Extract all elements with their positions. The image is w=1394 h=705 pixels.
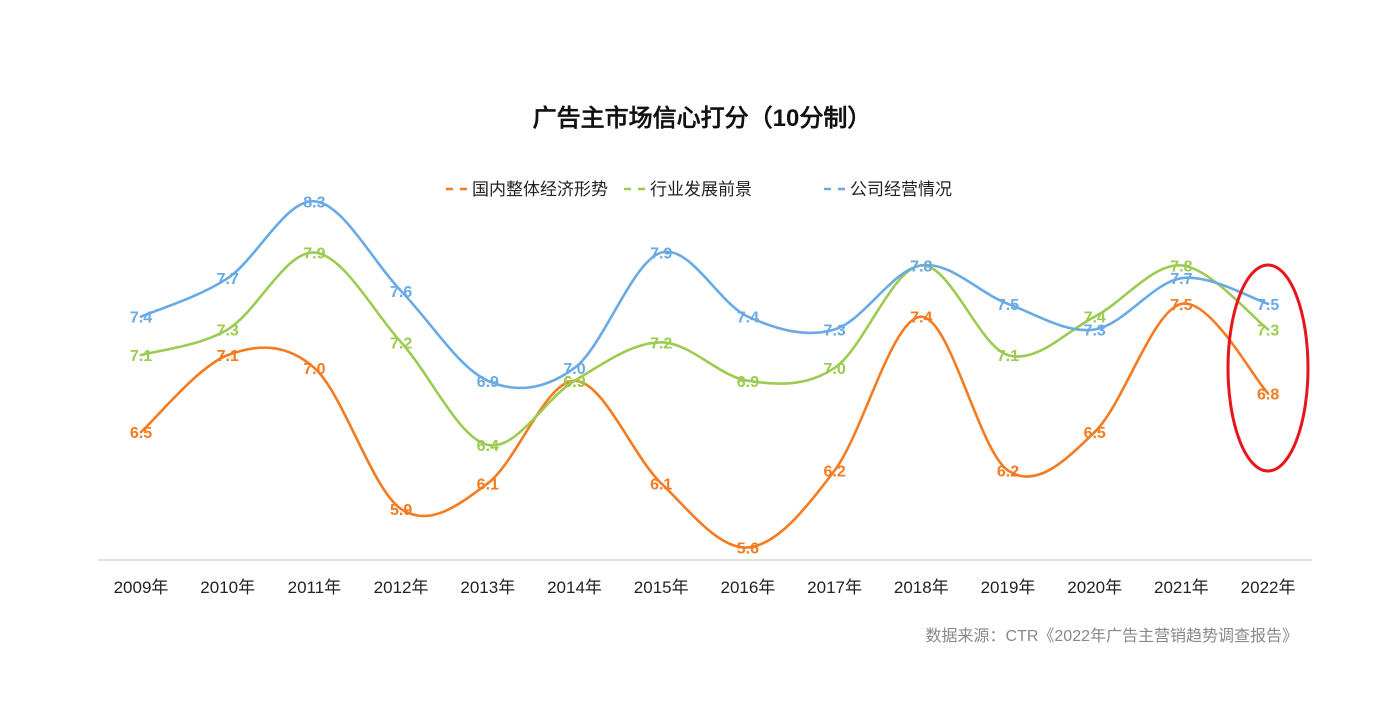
data-label: 7.4 — [130, 310, 152, 327]
data-label: 7.3 — [823, 322, 845, 339]
data-label: 6.5 — [130, 425, 152, 442]
data-label: 7.0 — [563, 361, 585, 378]
series-line-2 — [139, 199, 1270, 390]
legend-label-0: 国内整体经济形势 — [472, 180, 608, 199]
chart-title: 广告主市场信心打分（10分制） — [533, 104, 872, 132]
data-label: 7.9 — [303, 246, 325, 263]
data-label: 7.3 — [1084, 322, 1106, 339]
data-label: 7.8 — [910, 258, 932, 275]
data-label: 7.5 — [997, 297, 1019, 314]
data-label: 7.9 — [650, 246, 672, 263]
legend-label-1: 行业发展前景 — [650, 180, 752, 199]
data-label: 7.4 — [1084, 310, 1106, 327]
legend-label-2: 公司经营情况 — [850, 180, 952, 199]
data-label: 6.9 — [563, 374, 585, 391]
data-label: 7.1 — [997, 348, 1019, 365]
data-label: 7.5 — [1257, 297, 1279, 314]
source-note: 数据来源：CTR《2022年广告主营销趋势调查报告》 — [926, 627, 1298, 645]
data-label: 7.5 — [1170, 297, 1192, 314]
series-line-1 — [139, 251, 1270, 447]
data-label: 7.2 — [650, 335, 672, 352]
data-label: 6.2 — [997, 464, 1019, 481]
data-labels: 6.5 7.1 7.0 5.9 6.1 6.9 6.1 5.6 6.2 7.4 6.2 6.5 7.5 6… — [130, 194, 1279, 557]
data-label: 7.3 — [217, 322, 239, 339]
data-label: 7.1 — [217, 348, 239, 365]
legend: 国内整体经济形势 行业发展前景 公司经营情况 — [446, 180, 952, 199]
data-label: 6.9 — [477, 374, 499, 391]
x-tick-label: 2018年 — [894, 578, 949, 597]
data-label: 7.0 — [823, 361, 845, 378]
x-tick-label: 2021年 — [1154, 578, 1209, 597]
data-label: 6.5 — [1084, 425, 1106, 442]
x-tick-label: 2022年 — [1241, 578, 1296, 597]
x-tick-label: 2019年 — [981, 578, 1036, 597]
data-label: 6.4 — [477, 438, 499, 455]
data-label: 8.3 — [303, 194, 325, 211]
data-label: 7.7 — [217, 271, 239, 288]
x-tick-label: 2015年 — [634, 578, 689, 597]
x-tick-label: 2020年 — [1067, 578, 1122, 597]
x-tick-label: 2014年 — [547, 578, 602, 597]
data-label: 7.4 — [737, 310, 759, 327]
x-tick-label: 2009年 — [114, 578, 169, 597]
data-label: 7.6 — [390, 284, 412, 301]
data-label: 7.2 — [390, 335, 412, 352]
data-label: 7.8 — [910, 258, 932, 275]
x-tick-label: 2017年 — [807, 578, 862, 597]
series-lines — [139, 199, 1270, 549]
data-label: 7.7 — [1170, 271, 1192, 288]
data-label: 6.8 — [1257, 387, 1279, 404]
data-label: 7.8 — [1170, 258, 1192, 275]
data-label: 6.9 — [737, 374, 759, 391]
data-label: 7.3 — [1257, 322, 1279, 339]
x-tick-label: 2016年 — [720, 578, 775, 597]
x-tick-labels: 2009年 2010年 2011年 2012年 2013年 2014年 2015年 2016年… — [114, 578, 1296, 597]
x-tick-label: 2011年 — [288, 578, 342, 597]
x-tick-label: 2010年 — [200, 578, 255, 597]
data-label: 5.6 — [737, 540, 759, 557]
x-tick-label: 2012年 — [374, 578, 429, 597]
data-label: 6.9 — [563, 374, 585, 391]
series-line-0 — [139, 302, 1270, 549]
data-label: 5.9 — [390, 502, 412, 519]
x-tick-label: 2013年 — [460, 578, 515, 597]
data-label: 6.1 — [477, 476, 499, 493]
data-label: 6.2 — [823, 464, 845, 481]
highlight-ellipse — [1226, 263, 1310, 473]
data-label: 7.1 — [130, 348, 152, 365]
data-label: 7.4 — [910, 310, 932, 327]
data-label: 7.0 — [303, 361, 325, 378]
data-label: 6.1 — [650, 476, 672, 493]
